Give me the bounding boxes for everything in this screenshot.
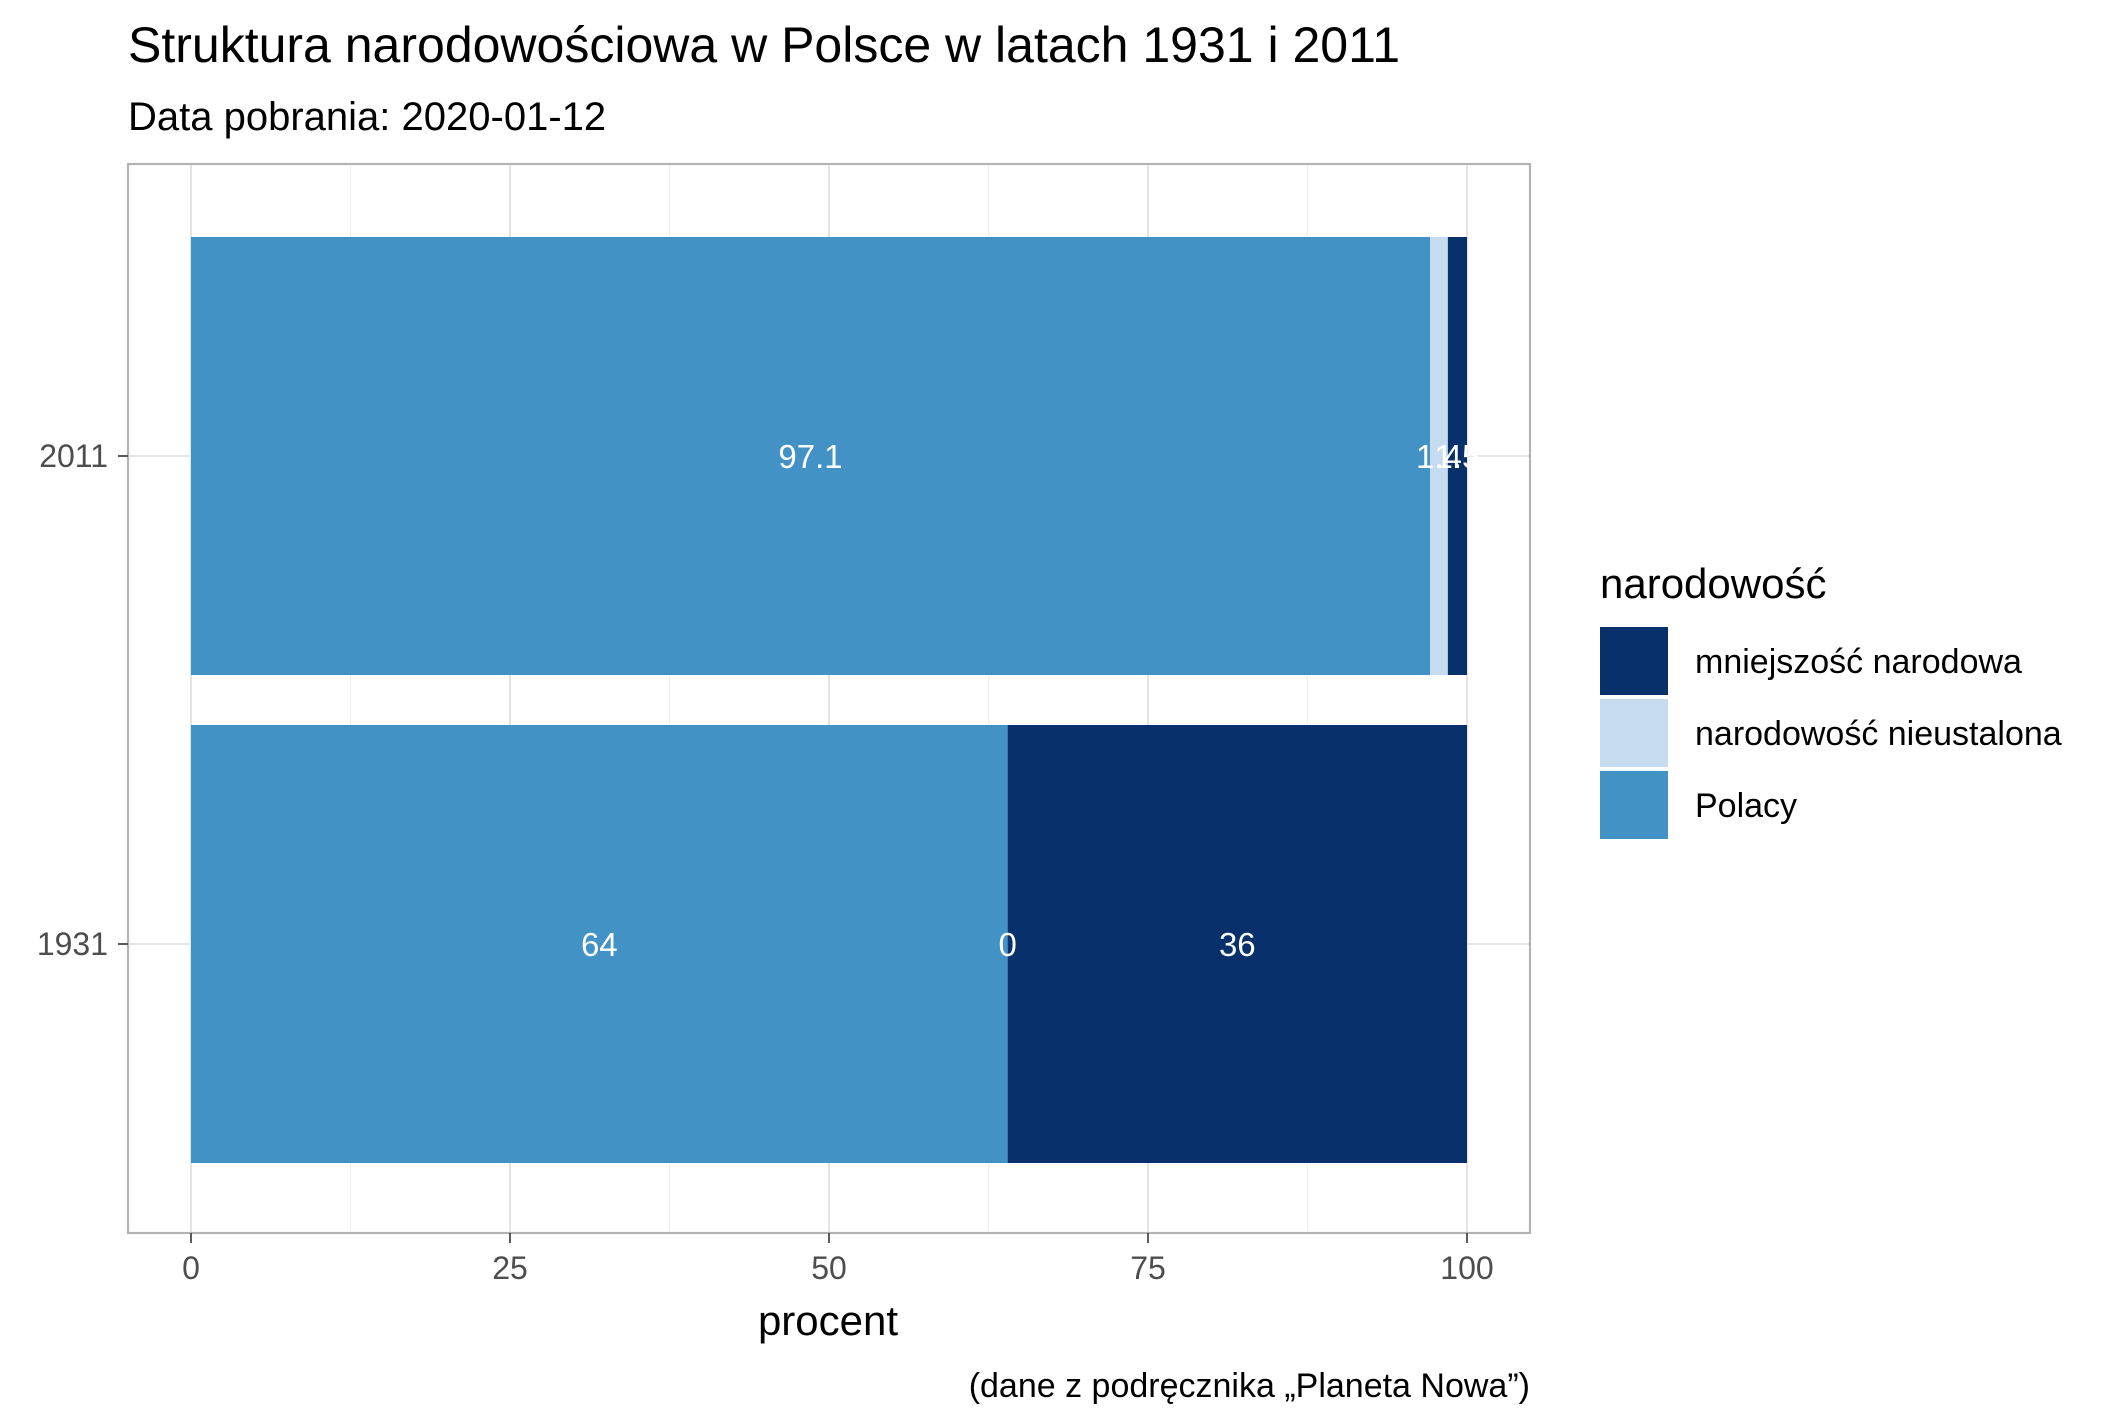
legend-title: narodowość [1600,560,1826,607]
y-axis-ticks: 1931 2011 [37,438,128,962]
x-tick-label: 75 [1130,1250,1166,1286]
bar-data-label: 36 [1219,926,1256,963]
bar-data-label: 0 [998,926,1016,963]
x-tick-label: 50 [811,1250,847,1286]
bar-segment [191,725,1008,1163]
bars [191,237,1467,1163]
x-axis-title: procent [758,1297,898,1344]
plot-area: 64 97.1 0 1.4 36 1.5 0 25 50 75 100 1931 2011 [37,162,1532,1286]
legend-key [1600,627,1668,695]
legend-label: mniejszość narodowa [1695,643,2022,681]
bar-segment [1429,237,1448,675]
bar-segment [1447,237,1467,675]
legend-label: narodowość nieustalona [1695,715,2062,753]
bar-data-label: 1.4 [1416,438,1462,475]
legend-key [1600,699,1668,767]
x-tick-label: 0 [182,1250,200,1286]
legend-items: mniejszość narodowa narodowość nieustalon… [1600,627,2062,839]
x-axis-ticks: 0 25 50 75 100 [182,1233,1494,1286]
bar-data-label: 97.1 [778,438,842,475]
legend-key [1600,771,1668,839]
bar-data-label: 1.5 [1434,438,1480,475]
chart-subtitle: Data pobrania: 2020-01-12 [128,95,606,139]
chart-title: Struktura narodowościowa w Polsce w lata… [128,17,1400,73]
y-tick-label: 2011 [39,438,108,474]
legend-label: Polacy [1695,787,1797,825]
legend: narodowość mniejszość narodowa narodowość… [1600,560,2062,839]
x-tick-label: 100 [1440,1250,1493,1286]
bar-segment [191,237,1430,675]
bar-segment [1007,725,1467,1163]
caption: (dane z podręcznika „Planeta Nowa”) [969,1367,1530,1405]
bar-data-label: 64 [581,926,618,963]
bar-labels: 64 97.1 0 1.4 36 1.5 [581,438,1480,963]
x-tick-label: 25 [492,1250,528,1286]
y-tick-label: 1931 [37,926,108,962]
